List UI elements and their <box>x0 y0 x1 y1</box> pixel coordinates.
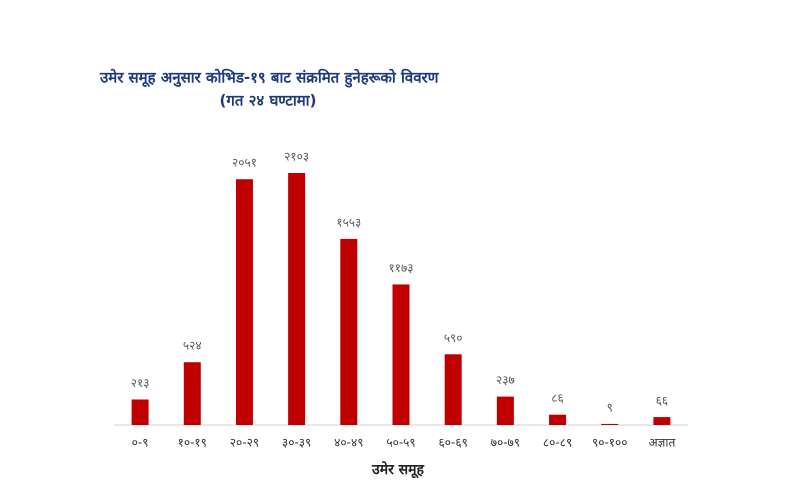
chart-title: उमेर समूह अनुसार कोभिड-१९ बाट संक्रमित ह… <box>99 69 440 89</box>
value-label: ९ <box>607 400 613 414</box>
bar <box>235 179 253 425</box>
x-axis-label: उमेर समूह <box>371 461 424 479</box>
bar <box>131 399 149 425</box>
value-label: २०५१ <box>232 156 257 170</box>
chart-subtitle: (गत २४ घण्टामा) <box>220 92 317 110</box>
x-tick-label: ८०-८९ <box>543 436 572 450</box>
x-tick-label: २०-२९ <box>230 436 259 450</box>
x-tick-label: ३०-३९ <box>282 436 311 450</box>
x-tick-label: ९०-१०० <box>592 436 628 450</box>
x-tick-label: १०-१९ <box>178 436 207 450</box>
bar <box>601 423 619 425</box>
x-tick-label: ४०-४९ <box>334 436 363 450</box>
value-label: ५२४ <box>183 339 202 353</box>
x-tick-label: अज्ञात <box>649 436 677 450</box>
value-label: १५५३ <box>336 215 361 229</box>
bar <box>549 414 567 425</box>
bar <box>496 396 514 425</box>
value-label: ८६ <box>551 391 563 405</box>
x-tick-label: ०-९ <box>132 436 149 450</box>
bar <box>340 238 358 425</box>
bar <box>183 362 201 425</box>
value-label: २१३ <box>131 376 150 390</box>
x-tick-label: ६०-६९ <box>439 436 468 450</box>
bar <box>392 284 410 425</box>
value-label: ५९० <box>444 331 463 345</box>
value-label: २१०३ <box>284 150 309 164</box>
value-label: ११७३ <box>389 261 414 275</box>
bar <box>288 173 306 425</box>
value-label: ६६ <box>656 394 668 408</box>
x-tick-label: ७०-७९ <box>491 436 520 450</box>
value-label: २३७ <box>496 373 515 387</box>
x-tick-label: ५०-५९ <box>386 436 415 450</box>
bar <box>444 354 462 425</box>
bar <box>653 417 671 425</box>
